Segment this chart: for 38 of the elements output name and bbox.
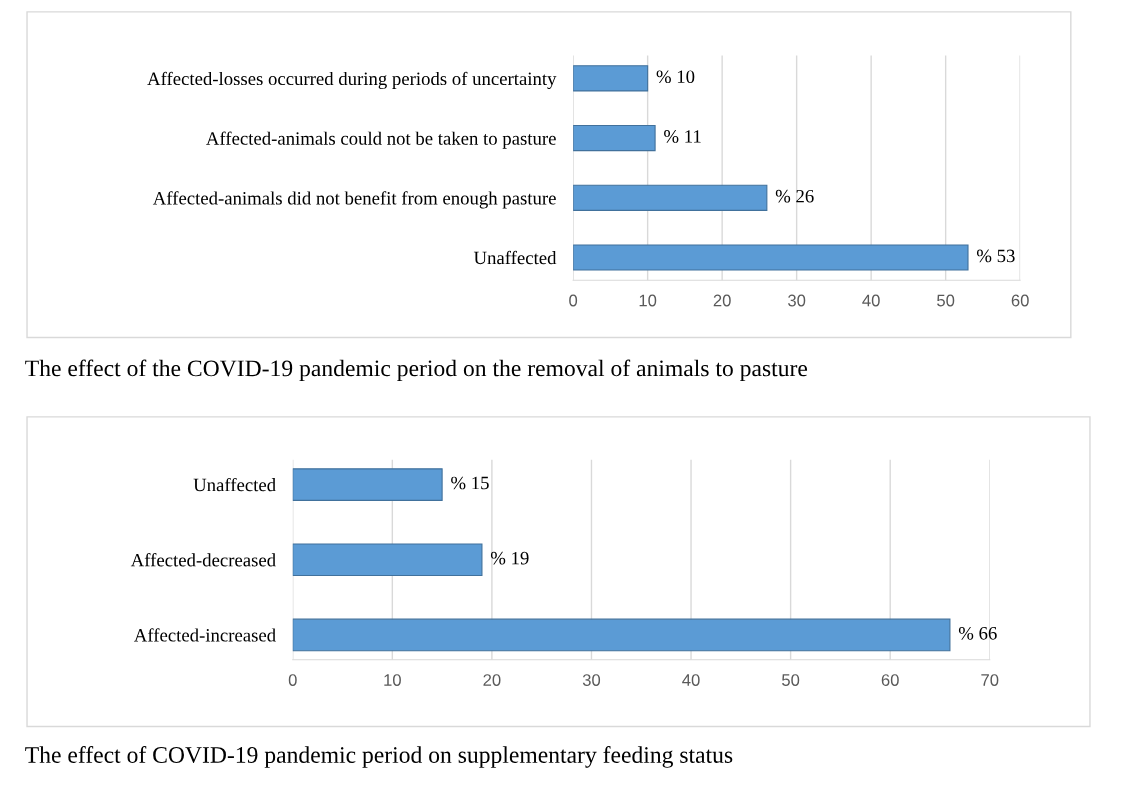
text: The effect of COVID-19 pandemic period on supplementary feeding status [25,746,733,768]
x-tick-label: 20 [713,294,731,307]
y-tick-label: Affected-losses occurred during periods of uncertainty [147,71,557,89]
y-tick-label: Affected-decreased [130,553,276,567]
bar [292,618,951,652]
y-tick-label: Unaffected [193,477,276,492]
bar [573,124,656,152]
bar [573,244,969,271]
x-tick-label: 10 [639,294,657,307]
x-tick-label: 70 [981,674,999,686]
bar [573,184,768,211]
x-tick-label: 50 [782,674,800,686]
x-tick-label: 40 [682,674,700,686]
x-tick-label: 50 [937,294,955,307]
x-tick-label: 60 [1011,294,1029,307]
data-label: % 53 [976,249,1015,263]
bar [573,65,649,92]
y-tick-label: Unaffected [473,250,557,265]
data-label: % 10 [656,70,695,84]
data-label: % 19 [490,551,529,565]
x-tick-label: 40 [862,294,880,307]
y-tick-label: Affected-increased [133,628,276,642]
x-tick-label: 60 [881,674,899,686]
text: The effect of the COVID-19 pandemic period on the removal of animals to pasture [25,359,808,382]
x-tick-label: 0 [569,294,578,307]
x-tick-label: 10 [384,674,401,686]
x-tick-label: 20 [483,674,501,686]
x-tick-label: 0 [288,674,297,686]
y-tick-label: Affected-animals could not be taken to pasture [206,131,556,149]
bar [292,543,483,577]
data-label: % 11 [664,130,701,143]
bar [292,468,443,501]
data-label: % 66 [958,626,997,640]
x-tick-label: 30 [788,294,806,307]
x-tick-label: 30 [582,674,601,686]
y-tick-label: Affected-animals did not benefit from enough pasture [152,191,556,209]
data-label: % 26 [775,189,814,203]
data-label: % 15 [451,476,489,490]
